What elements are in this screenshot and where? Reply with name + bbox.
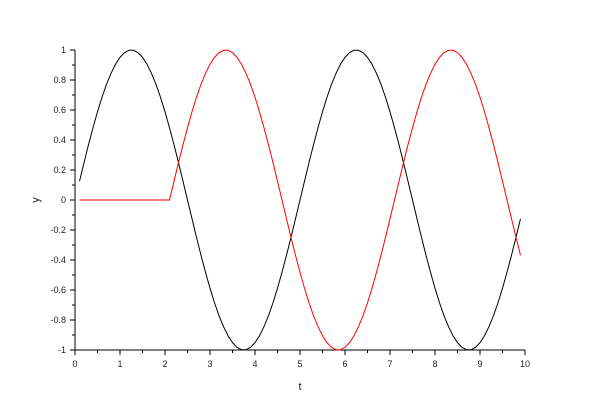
x-tick-label: 6	[342, 359, 347, 369]
x-tick-label: 2	[162, 359, 167, 369]
x-tick-label: 1	[117, 359, 122, 369]
y-tick-label: 0	[61, 195, 66, 205]
y-tick-label: 0.4	[53, 135, 66, 145]
y-tick-label: 1	[61, 45, 66, 55]
x-tick-label: 0	[72, 359, 77, 369]
axes: 0 1 2 3 4 5 6 7 8 9 10 -1 -0.8 -0.6 -0.4 -0.2 0 0.2 0.4 0.6…	[50, 45, 530, 369]
x-tick-label: 9	[477, 359, 482, 369]
series-line-1	[79, 49, 521, 351]
y-tick-label: -1	[58, 345, 66, 355]
y-axis-label: y	[30, 197, 42, 203]
y-tick-label: -0.4	[50, 255, 66, 265]
y-tick-label: -0.2	[50, 225, 66, 235]
x-tick-label: 4	[252, 359, 257, 369]
y-tick-label: 0.8	[53, 75, 66, 85]
x-axis-label: t	[298, 381, 301, 393]
x-tick-label: 7	[387, 359, 392, 369]
series-line-2	[79, 49, 521, 351]
y-tick-label: -0.8	[50, 315, 66, 325]
y-tick-label: 0.6	[53, 105, 66, 115]
x-tick-label: 10	[520, 359, 530, 369]
y-tick-label: -0.6	[50, 285, 66, 295]
y-tick-label: 0.2	[53, 165, 66, 175]
x-tick-label: 3	[207, 359, 212, 369]
x-tick-label: 8	[432, 359, 437, 369]
x-tick-label: 5	[297, 359, 302, 369]
series-group	[79, 49, 521, 351]
